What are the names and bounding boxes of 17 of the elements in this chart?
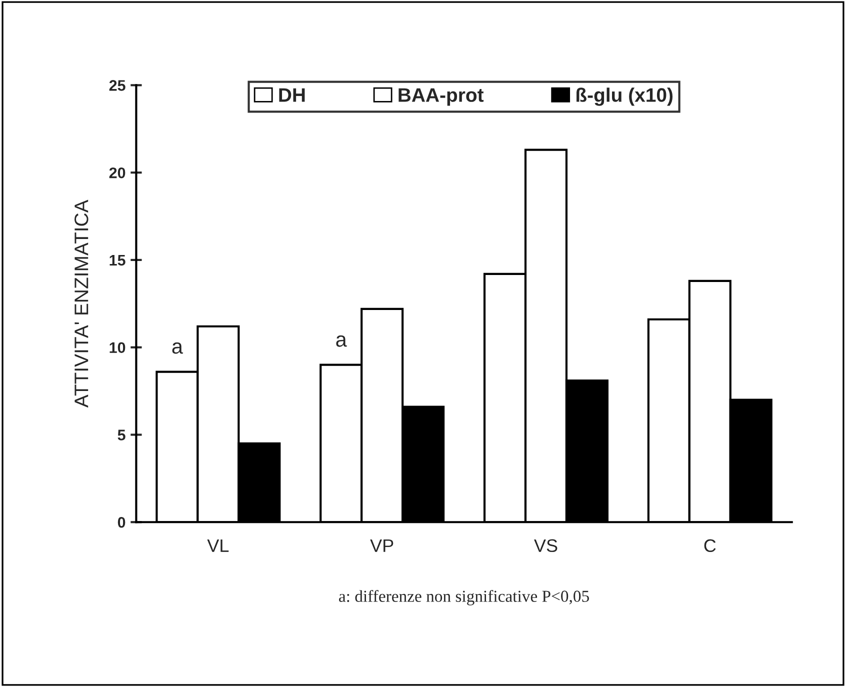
text: a: differenze non significative P<0,05 [339, 590, 589, 606]
x-tick-label: VP [370, 539, 394, 552]
y-tick-label: 15 [110, 254, 126, 266]
x-tick-label: VS [534, 539, 558, 552]
x-tick-label: C [704, 539, 716, 552]
legend-label: DH [279, 88, 305, 102]
y-tick-label: 20 [109, 167, 126, 178]
y-tick-label: 5 [118, 430, 126, 440]
y-axis-title: ATTIVITA' ENZIMATICA [74, 200, 88, 408]
text: a [172, 342, 183, 354]
y-tick-label: 10 [110, 342, 126, 354]
legend-label: BAA-prot [398, 88, 484, 106]
legend-label: ß-glu (x10) [576, 88, 673, 106]
annotation: a [336, 335, 347, 347]
y-tick-label: 25 [109, 80, 126, 91]
y-tick-label: 0 [118, 516, 126, 528]
x-tick-label: VL [207, 539, 229, 552]
